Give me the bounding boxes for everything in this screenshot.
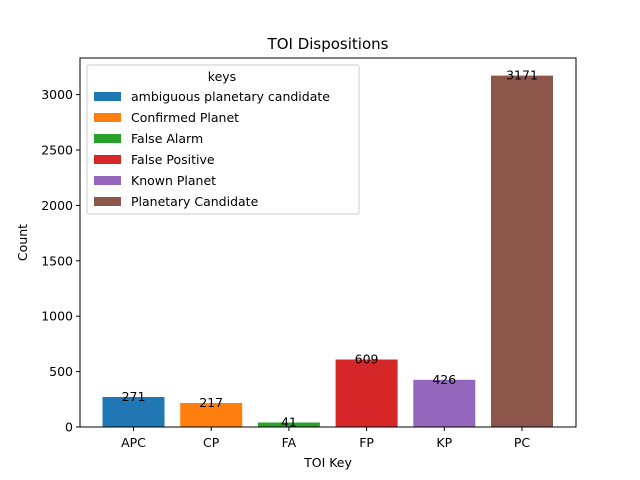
y-axis-label: Count bbox=[15, 224, 30, 261]
bar-fa bbox=[257, 422, 320, 427]
legend-entry-label-2: False Alarm bbox=[131, 131, 203, 146]
legend-swatch-4 bbox=[94, 176, 121, 185]
bar-pc bbox=[491, 75, 553, 427]
bar-value-label-pc: 3171 bbox=[506, 68, 538, 83]
y-tick-label-1500: 1500 bbox=[41, 253, 73, 268]
legend-swatch-3 bbox=[94, 155, 121, 164]
y-axis-ticks: 0 500 1000 1500 2000 2500 3000 bbox=[41, 87, 80, 435]
legend-title: keys bbox=[208, 69, 236, 84]
bar-value-label-fp: 609 bbox=[355, 352, 379, 367]
chart-title: TOI Dispositions bbox=[267, 35, 389, 53]
legend-entry-label-0: ambiguous planetary candidate bbox=[131, 89, 330, 104]
legend-swatch-2 bbox=[94, 134, 121, 143]
x-axis-ticks: APC CP FA FP KP PC bbox=[121, 427, 530, 450]
x-tick-label-apc: APC bbox=[121, 435, 146, 450]
legend-items: ambiguous planetary candidate Confirmed P… bbox=[94, 89, 330, 209]
legend: keys ambiguous planetary candidate Confir… bbox=[86, 64, 360, 215]
bar-labels-group: 271 217 41 609 426 3171 bbox=[122, 68, 538, 430]
y-tick-label-500: 500 bbox=[49, 364, 73, 379]
y-tick-label-2500: 2500 bbox=[41, 143, 73, 158]
legend-swatch-1 bbox=[94, 113, 121, 122]
bar-value-label-fa: 41 bbox=[281, 415, 297, 430]
x-tick-label-fp: FP bbox=[359, 435, 374, 450]
y-tick-label-2000: 2000 bbox=[41, 198, 73, 213]
legend-entry-label-3: False Positive bbox=[131, 152, 215, 167]
x-axis-label: TOI Key bbox=[303, 455, 352, 470]
plot-frame bbox=[79, 57, 577, 428]
bar-value-label-apc: 271 bbox=[122, 389, 146, 404]
x-tick-label-pc: PC bbox=[514, 435, 531, 450]
bar-apc bbox=[102, 397, 165, 427]
x-tick-label-kp: KP bbox=[436, 435, 452, 450]
bar-value-label-cp: 217 bbox=[199, 395, 223, 410]
y-tick-label-0: 0 bbox=[65, 420, 73, 435]
bar-value-label-kp: 426 bbox=[432, 372, 456, 387]
legend-entry-label-4: Known Planet bbox=[131, 173, 216, 188]
bar-fp bbox=[335, 359, 398, 427]
x-tick-label-cp: CP bbox=[203, 435, 220, 450]
legend-swatch-5 bbox=[94, 197, 121, 206]
bar-kp bbox=[413, 379, 476, 427]
legend-entry-label-1: Confirmed Planet bbox=[131, 110, 239, 125]
bar-cp bbox=[180, 403, 243, 427]
x-tick-label-fa: FA bbox=[282, 435, 297, 450]
bars-group bbox=[102, 75, 553, 427]
legend-frame bbox=[86, 64, 360, 215]
y-tick-label-1000: 1000 bbox=[41, 309, 73, 324]
legend-swatch-0 bbox=[94, 92, 121, 101]
legend-entry-label-5: Planetary Candidate bbox=[131, 194, 259, 209]
y-tick-label-3000: 3000 bbox=[41, 87, 73, 102]
